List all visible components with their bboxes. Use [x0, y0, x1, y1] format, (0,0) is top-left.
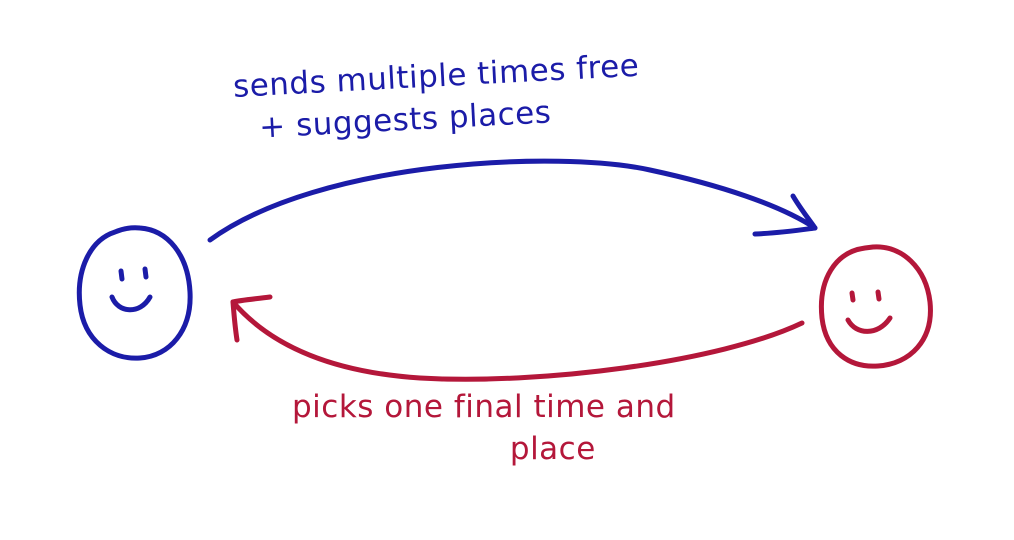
receiver-face-smile [845, 315, 893, 334]
send-arrow-curve [207, 158, 818, 243]
receiver-face-right-eye [875, 289, 882, 302]
sender-face-left-eye [118, 268, 125, 282]
reply-arrow [230, 294, 805, 382]
reply-arrow-head [230, 294, 273, 343]
reply-message-label: picks one final time and place [292, 386, 676, 470]
receiver-face-icon [818, 244, 933, 369]
reply-message-label-line2: place [509, 431, 596, 467]
reply-message-label-line1: picks one final time and [292, 389, 676, 425]
reply-arrow-curve [230, 299, 805, 382]
receiver-face-outline [818, 244, 933, 369]
sender-face-smile [109, 294, 153, 313]
send-arrow-head [752, 193, 818, 237]
sender-face-right-eye [142, 266, 149, 280]
send-arrow [207, 158, 818, 243]
sender-face-outline [76, 225, 193, 361]
receiver-face-left-eye [849, 290, 856, 303]
sender-face-icon [76, 225, 193, 361]
